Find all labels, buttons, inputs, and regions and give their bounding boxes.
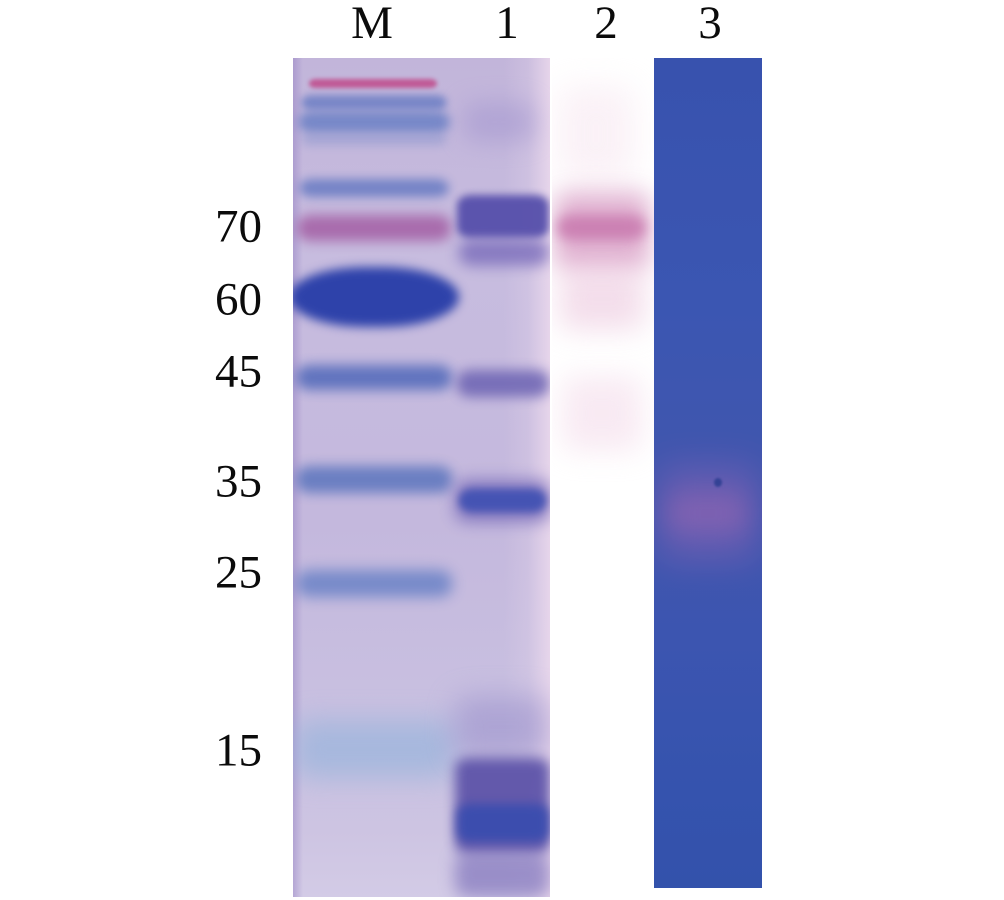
lane-label-1: 1 [495, 0, 519, 49]
lane-3-band [666, 495, 748, 531]
lane-M-band [296, 570, 452, 597]
lane-M-band [296, 466, 452, 493]
lane-1-band [459, 489, 546, 512]
membrane-strip-lane-3 [654, 58, 762, 888]
marker-label-60: 60 [215, 273, 262, 326]
lane-3-band [658, 466, 758, 561]
lane-label-2: 2 [594, 0, 618, 49]
gel-strip-lanes-M-1 [293, 58, 550, 897]
lane-2-band [559, 268, 645, 330]
lane-1-band [457, 370, 549, 397]
lane-1-band [457, 804, 549, 842]
lane-M-band [293, 720, 455, 778]
lane-M-band [297, 215, 451, 241]
marker-label-70: 70 [215, 200, 262, 253]
lane-1-band [457, 195, 549, 238]
lane-2-band [557, 215, 646, 240]
lane-2-band [558, 86, 634, 181]
lane-M-band [309, 79, 437, 88]
lane-label-3: 3 [698, 0, 722, 49]
lane-1-band [463, 102, 535, 142]
marker-label-35: 35 [215, 455, 262, 508]
marker-label-45: 45 [215, 345, 262, 398]
blot-strip-lane-2 [552, 58, 658, 897]
lane-M-band [298, 111, 450, 133]
lane-2-band [562, 376, 642, 451]
marker-label-25: 25 [215, 546, 262, 599]
lane-1-band [455, 852, 550, 897]
lane-1-band [455, 696, 550, 758]
lane-M-band [301, 95, 447, 110]
lane-label-M: M [351, 0, 393, 49]
lane-M-band [301, 134, 447, 145]
lane-1-band [459, 239, 549, 266]
lane-3-band [714, 478, 722, 487]
lane-M-band [296, 365, 452, 390]
lane-M-band [293, 267, 459, 327]
lane-M-band [299, 179, 449, 197]
marker-label-15: 15 [215, 724, 262, 777]
